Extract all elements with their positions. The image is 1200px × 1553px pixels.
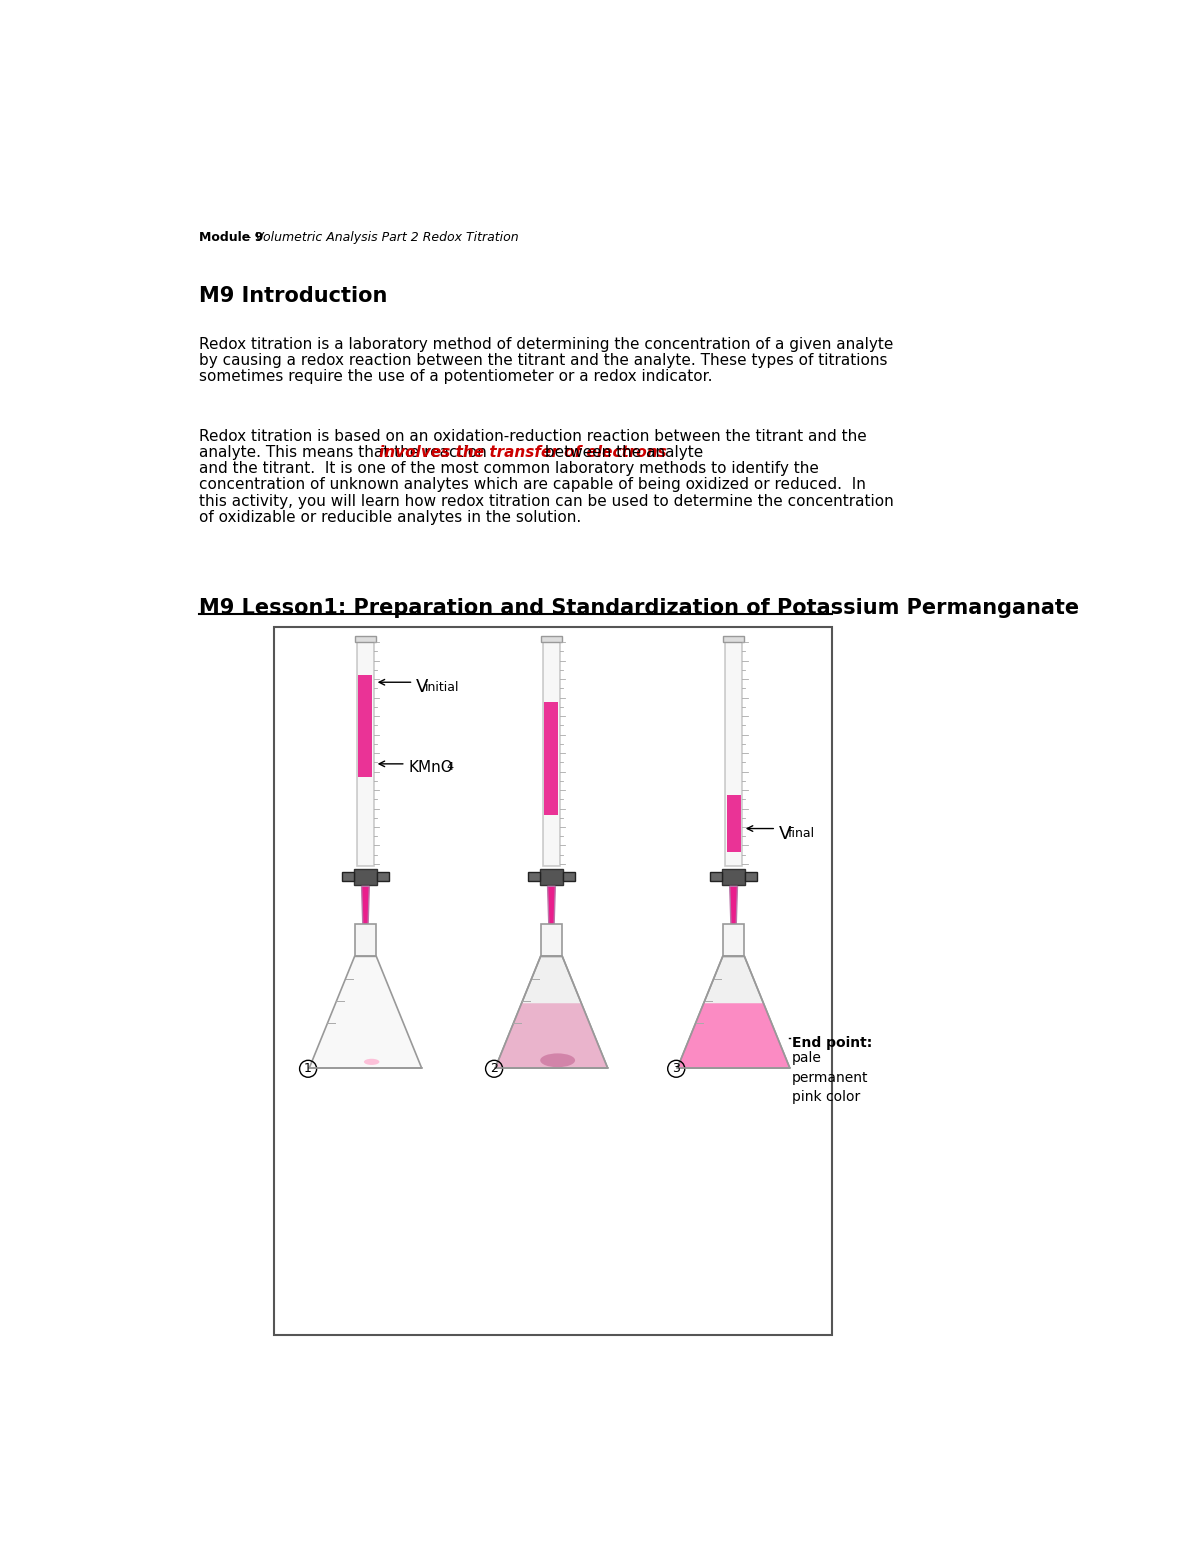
Ellipse shape — [540, 1053, 575, 1067]
Polygon shape — [310, 957, 421, 1068]
Polygon shape — [677, 1003, 790, 1068]
Text: 2: 2 — [490, 1062, 498, 1075]
Bar — [725, 643, 742, 865]
Polygon shape — [722, 924, 744, 957]
Text: and the titrant.  It is one of the most common laboratory methods to identify th: and the titrant. It is one of the most c… — [199, 461, 818, 477]
Polygon shape — [355, 924, 377, 957]
Bar — [722, 870, 745, 885]
Polygon shape — [541, 924, 563, 957]
Bar — [342, 871, 354, 881]
Text: concentration of unknown analytes which are capable of being oxidized or reduced: concentration of unknown analytes which … — [199, 477, 865, 492]
Bar — [710, 871, 722, 881]
Polygon shape — [496, 957, 607, 1068]
Ellipse shape — [364, 1059, 379, 1065]
Text: by causing a redox reaction between the titrant and the analyte. These types of : by causing a redox reaction between the … — [199, 353, 887, 368]
Text: Redox titration is based on an oxidation-reduction reaction between the titrant : Redox titration is based on an oxidation… — [199, 429, 866, 444]
Polygon shape — [730, 887, 738, 960]
Bar — [745, 871, 757, 881]
Text: analyte. This means that the reaction: analyte. This means that the reaction — [199, 446, 492, 460]
Text: pale
permanent
pink color: pale permanent pink color — [792, 1051, 869, 1104]
Bar — [354, 870, 377, 885]
Text: End point:: End point: — [792, 1036, 872, 1050]
Text: V: V — [416, 679, 428, 696]
Text: M9 Introduction: M9 Introduction — [199, 286, 388, 306]
Text: V: V — [779, 825, 791, 843]
Bar — [540, 870, 563, 885]
Text: final: final — [788, 828, 815, 840]
Text: – Volumetric Analysis Part 2 Redox Titration: – Volumetric Analysis Part 2 Redox Titra… — [241, 231, 520, 244]
Bar — [563, 871, 575, 881]
Text: Module 9: Module 9 — [199, 231, 263, 244]
Bar — [541, 637, 563, 643]
Text: initial: initial — [425, 680, 460, 694]
Polygon shape — [496, 1003, 607, 1068]
Bar — [356, 643, 374, 865]
Text: 3: 3 — [672, 1062, 680, 1075]
Bar — [359, 674, 372, 776]
Text: of oxidizable or reducible analytes in the solution.: of oxidizable or reducible analytes in t… — [199, 509, 581, 525]
Bar — [727, 795, 740, 851]
Bar — [545, 702, 558, 815]
Polygon shape — [547, 887, 556, 960]
Text: involves the transfer of electrons: involves the transfer of electrons — [379, 446, 667, 460]
Text: this activity, you will learn how redox titration can be used to determine the c: this activity, you will learn how redox … — [199, 494, 894, 508]
Bar — [528, 871, 540, 881]
Text: 4: 4 — [446, 763, 454, 772]
Bar — [722, 637, 744, 643]
Text: between the analyte: between the analyte — [540, 446, 703, 460]
Text: KMnO: KMnO — [408, 759, 452, 775]
Polygon shape — [361, 887, 370, 960]
Text: Redox titration is a laboratory method of determining the concentration of a giv: Redox titration is a laboratory method o… — [199, 337, 893, 351]
Text: M9 Lesson1: Preparation and Standardization of Potassium Permanganate: M9 Lesson1: Preparation and Standardizat… — [199, 598, 1079, 618]
Bar — [542, 643, 560, 865]
Text: 1: 1 — [304, 1062, 312, 1075]
Bar — [355, 637, 377, 643]
Text: sometimes require the use of a potentiometer or a redox indicator.: sometimes require the use of a potentiom… — [199, 370, 713, 384]
Polygon shape — [677, 957, 790, 1068]
Bar — [274, 627, 832, 1336]
Bar — [377, 871, 389, 881]
